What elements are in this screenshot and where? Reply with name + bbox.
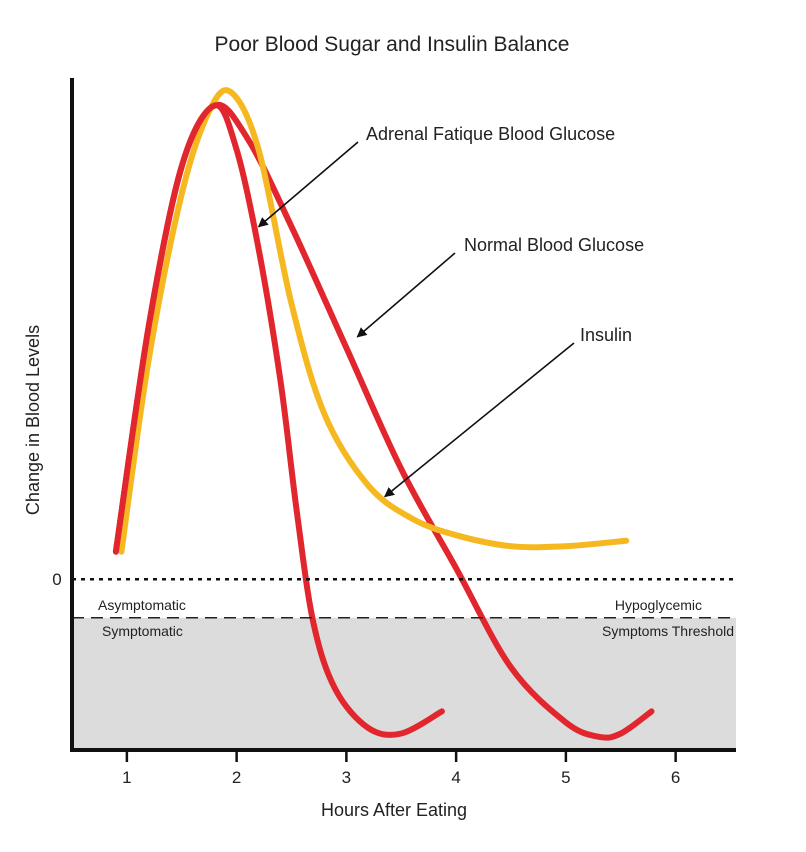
x-tick-label-1: 1: [122, 768, 131, 787]
x-tick-label-2: 2: [232, 768, 241, 787]
series-line-insulin: [118, 87, 630, 555]
x-tick-label-5: 5: [561, 768, 570, 787]
series-line-adrenal-fatique-blood-glucose: [112, 102, 445, 738]
annotation-arrow-adrenal-fatique-blood-glucose: [257, 141, 359, 228]
y-tick-label-0: 0: [52, 570, 61, 589]
x-axis-label: Hours After Eating: [321, 800, 467, 820]
x-tick-label-4: 4: [451, 768, 460, 787]
annotation-arrow-normal-blood-glucose: [356, 252, 456, 338]
annotation-normal-blood-glucose: Normal Blood Glucose: [464, 235, 644, 255]
y-axis-label: Change in Blood Levels: [23, 325, 43, 515]
annotation-insulin: Insulin: [580, 325, 632, 345]
x-tick-label-6: 6: [671, 768, 680, 787]
asymptomatic-label: Asymptomatic: [98, 597, 186, 613]
symptomatic-label: Symptomatic: [102, 623, 183, 639]
annotation-arrow-insulin: [384, 342, 575, 498]
x-tick-label-3: 3: [342, 768, 351, 787]
symptoms-threshold-label: Symptoms Threshold: [602, 623, 734, 639]
hypoglycemic-label: Hypoglycemic: [615, 597, 702, 613]
chart-title: Poor Blood Sugar and Insulin Balance: [215, 33, 570, 56]
annotation-adrenal-fatique-blood-glucose: Adrenal Fatique Blood Glucose: [366, 124, 615, 144]
